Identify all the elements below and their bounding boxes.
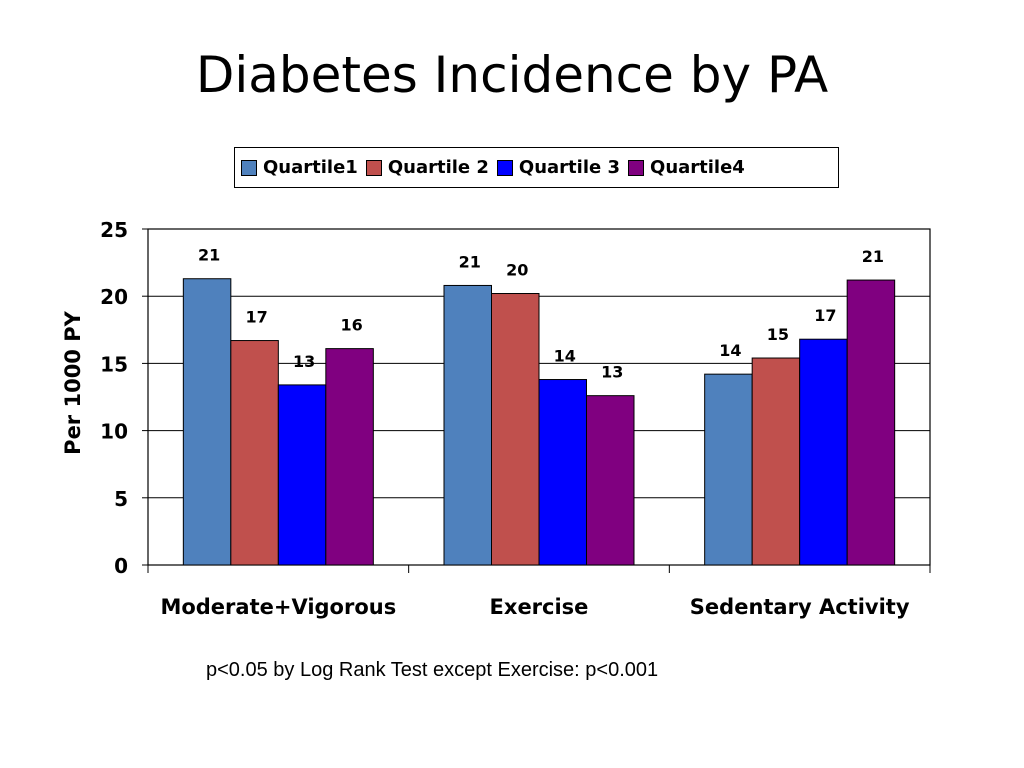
legend-swatch-quartile4 (628, 159, 645, 176)
data-label: 15 (767, 325, 789, 344)
data-label: 21 (459, 252, 481, 271)
x-category-label: Sedentary Activity (690, 595, 910, 619)
y-tick-label: 5 (114, 487, 128, 511)
bar-quartile4-0 (325, 348, 374, 566)
data-label: 21 (198, 246, 220, 265)
bar-quartile1-0 (182, 278, 232, 566)
legend-label-quartile1: Quartile1 (263, 157, 358, 178)
data-label: 16 (340, 316, 362, 335)
data-label: 14 (554, 347, 576, 366)
legend-item-quartile3: Quartile 3 (496, 157, 621, 178)
footnote: p<0.05 by Log Rank Test except Exercise:… (206, 659, 659, 681)
bar-quartile1-1 (443, 284, 492, 566)
legend-label-quartile2: Quartile 2 (387, 157, 489, 178)
bar-quartile4-1 (586, 395, 635, 566)
y-tick-label: 0 (114, 554, 128, 578)
data-label: 14 (719, 341, 741, 360)
chart-legend: Quartile1 Quartile 2 Quartile 3 Quartile… (234, 147, 839, 188)
bar-quartile3-1 (538, 379, 587, 566)
data-label: 20 (506, 261, 528, 280)
legend-item-quartile2: Quartile 2 (365, 157, 489, 178)
legend-swatch-quartile2 (365, 159, 382, 176)
data-label: 13 (601, 363, 623, 382)
bar-quartile2-2 (751, 357, 801, 566)
legend-label-quartile4: Quartile4 (650, 157, 745, 178)
bar-quartile3-2 (799, 338, 848, 566)
x-category-label: Moderate+Vigorous (160, 595, 396, 619)
x-category-label: Exercise (490, 595, 589, 619)
legend-swatch-quartile1 (241, 159, 257, 176)
bar-quartile1-2 (704, 373, 753, 566)
y-tick-label: 15 (100, 352, 128, 376)
legend-swatch-quartile3 (496, 159, 513, 176)
data-label: 13 (293, 352, 315, 371)
y-axis-label: Per 1000 PY (61, 310, 85, 454)
bar-quartile3-0 (277, 384, 327, 566)
bar-quartile4-2 (846, 279, 896, 566)
y-tick-label: 25 (100, 218, 128, 242)
data-label: 17 (814, 306, 836, 325)
y-tick-label: 20 (100, 285, 128, 309)
bar-quartile2-0 (230, 340, 279, 566)
legend-item-quartile1: Quartile1 (241, 157, 358, 178)
data-label: 21 (862, 247, 884, 266)
bar-quartile2-1 (491, 293, 540, 566)
page-title: Diabetes Incidence by PA (195, 46, 829, 104)
data-label: 17 (245, 308, 267, 327)
legend-item-quartile4: Quartile4 (628, 157, 745, 178)
y-tick-label: 10 (100, 420, 128, 444)
legend-label-quartile3: Quartile 3 (518, 157, 621, 178)
